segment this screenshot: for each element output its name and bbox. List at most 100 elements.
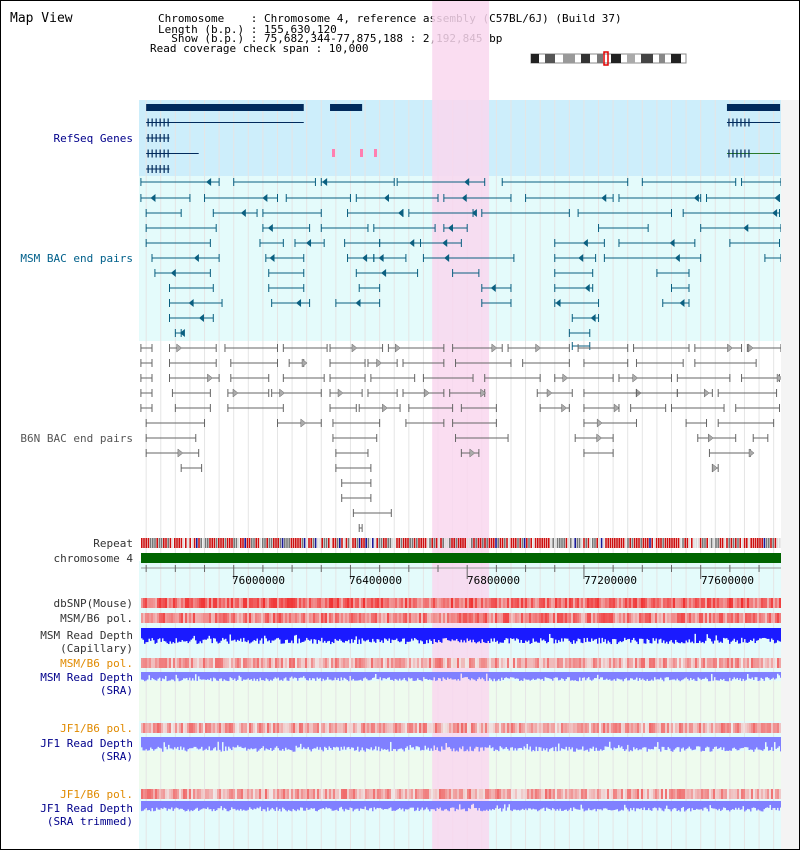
msm-b6-pol-strip-cell bbox=[575, 613, 577, 623]
msm-read-depth-capillary-bar bbox=[181, 628, 183, 641]
msm-read-depth-capillary-bar bbox=[187, 628, 189, 644]
jf1-read-depth-trimmed-bar bbox=[312, 801, 314, 809]
highlight-region bbox=[432, 1, 490, 849]
msm-read-depth-sra-bar bbox=[778, 672, 780, 676]
jf1-b6-pol-strip-cell bbox=[591, 723, 593, 733]
jf1-read-depth-trimmed-bar bbox=[643, 801, 645, 808]
jf1-b6-pol-strip-cell bbox=[375, 723, 377, 733]
dbsnp-strip-cell bbox=[529, 598, 531, 608]
jf1-b6-pol-strip-cell bbox=[449, 723, 451, 733]
jf1-read-depth-bar bbox=[282, 737, 284, 750]
msm-read-depth-sra-bar bbox=[535, 672, 537, 680]
dbsnp-strip-cell bbox=[623, 598, 625, 608]
jf1-b6-pol-2-strip-cell bbox=[691, 789, 693, 799]
msm-b6-pol-strip-cell bbox=[249, 613, 251, 623]
jf1-read-depth-trimmed-bar bbox=[306, 801, 308, 808]
msm-read-depth-sra-bar bbox=[459, 672, 461, 681]
jf1-b6-pol-strip-cell bbox=[773, 723, 775, 733]
msm-b6-pol-strip-cell bbox=[655, 613, 657, 623]
jf1-b6-pol-strip-cell bbox=[463, 723, 465, 733]
repeat-element bbox=[660, 538, 662, 548]
jf1-b6-pol-strip-cell bbox=[775, 723, 777, 733]
msm-b6-pol-sra-strip-cell bbox=[449, 658, 451, 668]
jf1-read-depth-trimmed-bar bbox=[531, 801, 533, 810]
jf1-read-depth-trimmed-bar bbox=[148, 801, 150, 810]
msm-read-depth-sra-bar bbox=[432, 672, 434, 681]
msm-b6-pol-sra-strip-cell bbox=[285, 658, 287, 668]
jf1-b6-pol-2-strip-cell bbox=[205, 789, 207, 799]
msm-read-depth-capillary-bar bbox=[231, 628, 233, 641]
jf1-read-depth-trimmed-bar bbox=[679, 801, 681, 812]
dbsnp-strip-cell bbox=[351, 598, 353, 608]
jf1-read-depth-trimmed-bar bbox=[256, 801, 258, 808]
msm-b6-pol-strip-cell bbox=[553, 613, 555, 623]
msm-b6-pol-sra-strip-cell bbox=[215, 658, 217, 668]
msm-b6-pol-strip-cell bbox=[447, 613, 449, 623]
msm-b6-pol-strip-cell bbox=[193, 613, 195, 623]
msm-read-depth-capillary-bar bbox=[240, 628, 242, 639]
repeat-element bbox=[306, 538, 308, 548]
msm-read-depth-capillary-bar bbox=[196, 628, 198, 644]
msm-read-depth-sra-bar bbox=[657, 672, 659, 680]
jf1-read-depth-bar bbox=[681, 737, 683, 749]
jf1-read-depth-trimmed-bar bbox=[258, 801, 260, 809]
msm-b6-pol-sra-strip-cell bbox=[211, 658, 213, 668]
dbsnp-strip-cell bbox=[461, 598, 463, 608]
msm-read-depth-capillary-bar bbox=[297, 628, 299, 644]
jf1-b6-pol-strip-cell bbox=[667, 723, 669, 733]
msm-read-depth-sra-bar bbox=[552, 672, 554, 681]
msm-read-depth-sra-bar bbox=[522, 672, 524, 681]
repeat-element bbox=[499, 538, 502, 548]
repeat-element bbox=[442, 538, 444, 548]
dbsnp-strip-cell bbox=[163, 598, 165, 608]
jf1-read-depth-trimmed-bar bbox=[610, 801, 612, 811]
msm-read-depth-capillary-bar bbox=[466, 628, 468, 639]
jf1-read-depth-trimmed-bar bbox=[604, 801, 606, 809]
msm-b6-pol-strip-cell bbox=[769, 613, 771, 623]
msm-read-depth-sra-bar bbox=[166, 672, 168, 682]
jf1-b6-pol-2-strip-cell bbox=[343, 789, 345, 799]
jf1-read-depth-bar bbox=[328, 737, 330, 747]
msm-read-depth-capillary-bar bbox=[336, 628, 338, 641]
jf1-read-depth-trimmed-bar bbox=[201, 801, 203, 810]
msm-read-depth-sra-bar bbox=[544, 672, 546, 678]
msm-b6-pol-strip-cell bbox=[333, 613, 335, 623]
msm-bac-arrow bbox=[193, 254, 199, 262]
jf1-b6-pol-2-strip-cell bbox=[341, 789, 343, 799]
jf1-b6-pol-2-strip-cell bbox=[611, 789, 613, 799]
repeat-element bbox=[743, 538, 746, 548]
msm-b6-pol-strip-cell bbox=[169, 613, 171, 623]
jf1-b6-pol-2-strip-cell bbox=[299, 789, 301, 799]
msm-read-depth-capillary-bar bbox=[265, 628, 267, 639]
jf1-b6-pol-strip-cell bbox=[675, 723, 677, 733]
msm-b6-pol-strip-cell bbox=[565, 613, 567, 623]
repeat-element bbox=[627, 538, 629, 548]
msm-read-depth-sra-bar bbox=[636, 672, 638, 678]
dbsnp-strip-cell bbox=[427, 598, 429, 608]
repeat-element bbox=[644, 538, 647, 548]
jf1-b6-pol-2-strip-cell bbox=[237, 789, 239, 799]
jf1-read-depth-trimmed-bar bbox=[216, 801, 218, 811]
jf1-b6-pol-strip-cell bbox=[739, 723, 741, 733]
repeat-element bbox=[440, 538, 442, 548]
jf1-b6-pol-strip-cell bbox=[759, 723, 761, 733]
msm-b6-pol-sra-strip-cell bbox=[517, 658, 519, 668]
repeat-element bbox=[680, 538, 682, 548]
jf1-b6-pol-2-strip-cell bbox=[471, 789, 473, 799]
msm-b6-pol-strip-cell bbox=[541, 613, 543, 623]
msm-read-depth-capillary-bar bbox=[198, 628, 200, 644]
msm-read-depth-sra-bar bbox=[163, 672, 165, 680]
repeat-element bbox=[666, 538, 669, 548]
msm-b6-pol-strip-cell bbox=[561, 613, 563, 623]
jf1-b6-pol-2-strip-cell bbox=[179, 789, 181, 799]
jf1-read-depth-trimmed-bar bbox=[153, 801, 155, 812]
msm-b6-pol-strip-cell bbox=[753, 613, 755, 623]
jf1-read-depth-bar bbox=[312, 737, 314, 750]
msm-b6-pol-strip-cell bbox=[381, 613, 383, 623]
jf1-read-depth-trimmed-bar bbox=[333, 801, 335, 811]
jf1-read-depth-bar bbox=[750, 737, 752, 750]
msm-b6-pol-sra-strip-cell bbox=[359, 658, 361, 668]
repeat-element bbox=[242, 538, 244, 548]
msm-b6-pol-strip-cell bbox=[421, 613, 423, 623]
